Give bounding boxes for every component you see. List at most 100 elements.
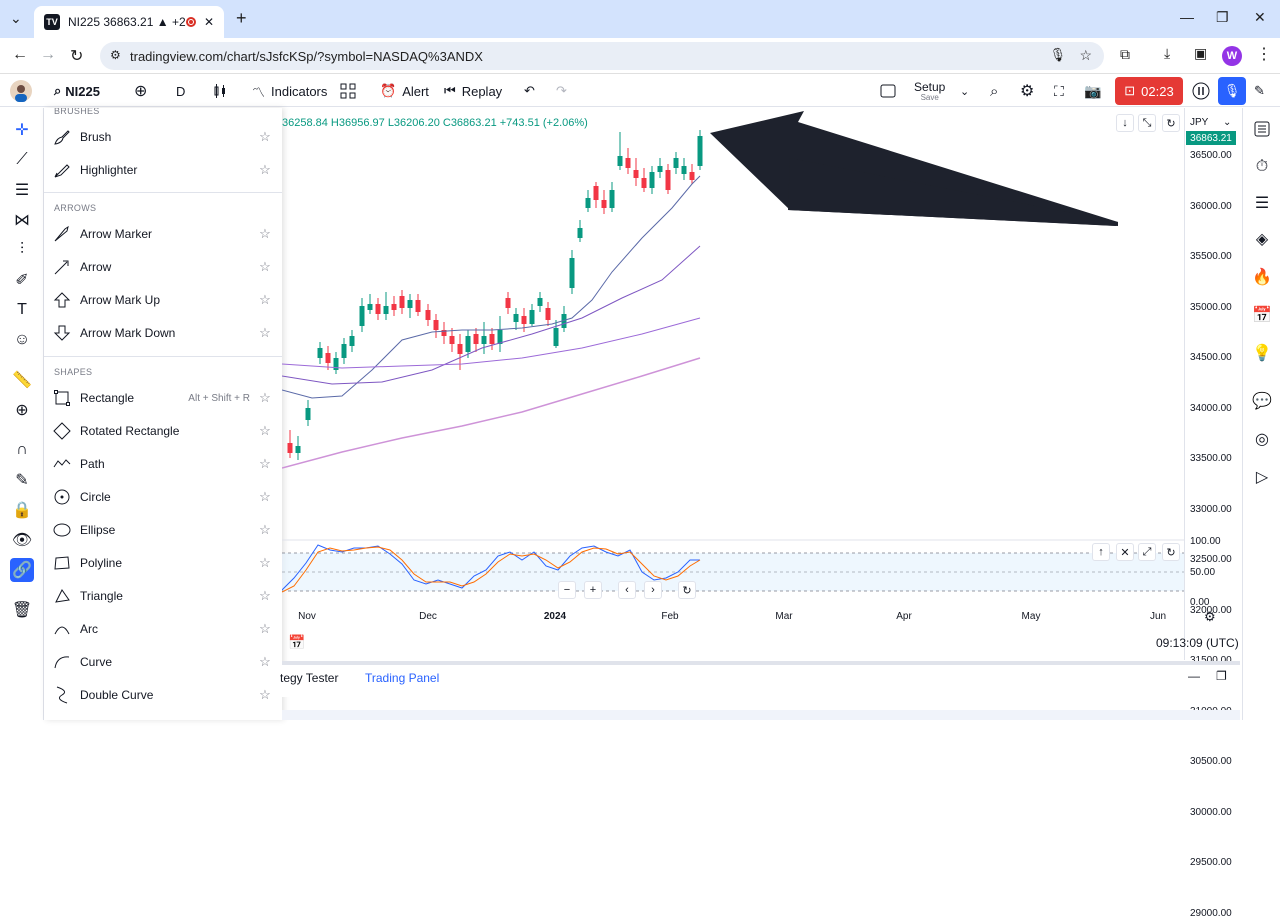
pattern-icon[interactable]: ⋈ (14, 212, 30, 229)
menu-item-arrow[interactable]: Arrow ☆ (44, 251, 282, 283)
horizontal-lines-icon[interactable]: ☰ (14, 182, 30, 199)
microphone-button[interactable]: 🎙 (1218, 77, 1246, 105)
interval-button[interactable]: D (176, 83, 186, 99)
menu-item-curve[interactable]: Curve ☆ (44, 646, 282, 678)
download-icon[interactable]: ⤓ (1164, 45, 1171, 61)
ideas-lightbulb-icon[interactable]: 💡 (1252, 345, 1272, 362)
camera-snapshot-icon[interactable]: 📷 (1084, 82, 1102, 99)
quick-search-icon[interactable]: ⌕ (990, 82, 999, 100)
side-panel-icon[interactable]: ▣ (1194, 45, 1208, 61)
favorite-star-icon[interactable]: ☆ (259, 129, 271, 144)
redo-icon[interactable]: ↷ (556, 83, 567, 98)
crosshair-icon[interactable]: ✛ (15, 122, 29, 139)
replay-button[interactable]: ⏮ Replay (444, 75, 502, 107)
menu-item-circle[interactable]: Circle ☆ (44, 481, 282, 513)
favorite-star-icon[interactable]: ☆ (259, 654, 271, 669)
browser-menu-icon[interactable]: ⋮ (1256, 46, 1272, 63)
back-icon[interactable]: ← (12, 46, 28, 63)
menu-item-triangle[interactable]: Triangle ☆ (44, 580, 282, 612)
scroll-right-icon[interactable]: › (644, 581, 662, 599)
eye-icon[interactable]: 👁 (11, 532, 33, 549)
site-info-icon[interactable]: ⚙ (110, 48, 121, 62)
close-tab-icon[interactable]: ✕ (203, 15, 214, 29)
move-pane-up-icon[interactable]: ↑ (1092, 543, 1110, 561)
tab-trading-panel[interactable]: Trading Panel (365, 671, 440, 685)
calendar-icon[interactable]: 📅 (1252, 307, 1272, 324)
menu-item-rotated-rectangle[interactable]: Rotated Rectangle ☆ (44, 415, 282, 447)
indicators-button[interactable]: 〽 Indicators (252, 75, 327, 107)
favorite-star-icon[interactable]: ☆ (259, 226, 271, 241)
favorite-star-icon[interactable]: ☆ (259, 423, 271, 438)
maximize-window-icon[interactable]: ❐ (1216, 9, 1229, 25)
favorite-star-icon[interactable]: ☆ (259, 489, 271, 504)
menu-item-ellipse[interactable]: Ellipse ☆ (44, 514, 282, 546)
trash-icon[interactable]: 🗑 (11, 602, 33, 619)
trend-line-icon[interactable]: ⟋ (16, 151, 28, 168)
emoji-icon[interactable]: ☺ (13, 331, 31, 348)
drawing-pen-icon[interactable]: ✎ (1254, 83, 1265, 98)
layout-icon[interactable] (880, 75, 896, 107)
collapse-pane-icon[interactable]: ⤡ (1138, 114, 1156, 132)
user-avatar[interactable] (10, 75, 32, 107)
url-field[interactable]: ⚙ tradingview.com/chart/sJsfcKSp/?symbol… (100, 42, 1104, 70)
reload-icon[interactable]: ↻ (70, 48, 84, 65)
favorite-star-icon[interactable]: ☆ (259, 162, 271, 177)
menu-item-arrow-mark-up[interactable]: Arrow Mark Up ☆ (44, 284, 282, 316)
tab-strategy-tester[interactable]: tegy Tester (280, 671, 339, 685)
menu-item-brush[interactable]: Brush ☆ (44, 121, 282, 153)
favorite-star-icon[interactable]: ☆ (259, 621, 271, 636)
object-tree-icon[interactable]: ☰ (1254, 195, 1270, 212)
minimize-window-icon[interactable]: — (1180, 9, 1194, 25)
scroll-left-icon[interactable]: ‹ (618, 581, 636, 599)
horizontal-scrollbar[interactable] (282, 710, 1240, 720)
hotlist-flame-icon[interactable]: 🔥 (1252, 269, 1272, 286)
favorite-star-icon[interactable]: ☆ (259, 390, 271, 405)
text-tool-icon[interactable]: T (17, 301, 27, 318)
zoom-in-button-icon[interactable]: + (584, 581, 602, 599)
reset-chart-icon[interactable]: ↻ (678, 581, 696, 599)
menu-item-polyline[interactable]: Polyline ☆ (44, 547, 282, 579)
extensions-icon[interactable]: ⧉ (1120, 46, 1130, 62)
stay-drawing-icon[interactable]: ✎ (15, 472, 29, 489)
candles-type-icon[interactable] (212, 75, 228, 107)
favorite-star-icon[interactable]: ☆ (259, 456, 271, 471)
pane-settings-icon[interactable]: ↻ (1162, 543, 1180, 561)
alert-button[interactable]: ⏰ Alert (380, 75, 429, 107)
tab-search-icon[interactable]: ⌄ (10, 10, 22, 26)
ruler-icon[interactable]: 📏 (12, 372, 32, 389)
price-scale[interactable] (1184, 108, 1240, 660)
menu-item-rectangle[interactable]: Rectangle Alt + Shift + R ☆ (44, 382, 282, 414)
zoom-out-icon[interactable]: − (558, 581, 576, 599)
streams-icon[interactable]: ◎ (1255, 431, 1269, 448)
menu-item-arrow-mark-down[interactable]: Arrow Mark Down ☆ (44, 317, 282, 349)
currency-selector[interactable]: JPY ⌄ (1190, 117, 1231, 128)
setup-dropdown-chevron-icon[interactable]: ⌄ (960, 85, 970, 98)
symbol-search-button[interactable]: ⌕ NI225 (54, 75, 100, 107)
chat-icon[interactable]: 💬 (1252, 393, 1272, 410)
reset-pane-icon[interactable]: ↻ (1162, 114, 1180, 132)
favorite-star-icon[interactable]: ☆ (259, 259, 271, 274)
play-stream-icon[interactable]: ▷ (1255, 469, 1269, 486)
favorite-star-icon[interactable]: ☆ (259, 555, 271, 570)
maximize-panel-icon[interactable]: ❐ (1216, 669, 1227, 683)
favorite-star-icon[interactable]: ☆ (259, 687, 271, 702)
link-icon[interactable]: 🔗 (10, 558, 34, 582)
zoom-in-icon[interactable]: ⊕ (15, 402, 29, 419)
price-chart[interactable]: Nov Dec 2024 Feb Mar Apr May Jun (282, 108, 1184, 660)
calendar-go-to-date-icon[interactable]: 📅 (288, 634, 306, 650)
brush-tool-icon[interactable]: ✐ (15, 272, 29, 289)
menu-item-double-curve[interactable]: Double Curve ☆ (44, 679, 282, 711)
favorite-star-icon[interactable]: ☆ (259, 522, 271, 537)
settings-gear-icon[interactable]: ⚙ (1020, 83, 1035, 100)
favorite-star-icon[interactable]: ☆ (259, 292, 271, 307)
close-window-icon[interactable]: ✕ (1254, 9, 1266, 25)
menu-item-highlighter[interactable]: Highlighter ☆ (44, 154, 282, 186)
magnet-icon[interactable]: ∩ (16, 441, 28, 458)
close-pane-icon[interactable]: ✕ (1116, 543, 1134, 561)
move-pane-down-icon[interactable]: ↓ (1116, 114, 1134, 132)
new-tab-button[interactable]: + (236, 8, 247, 28)
forecasting-icon[interactable]: ⫶ (19, 241, 24, 258)
menu-item-path[interactable]: Path ☆ (44, 448, 282, 480)
minimize-panel-icon[interactable]: — (1188, 669, 1200, 683)
setup-save-button[interactable]: Setup Save (914, 75, 945, 107)
